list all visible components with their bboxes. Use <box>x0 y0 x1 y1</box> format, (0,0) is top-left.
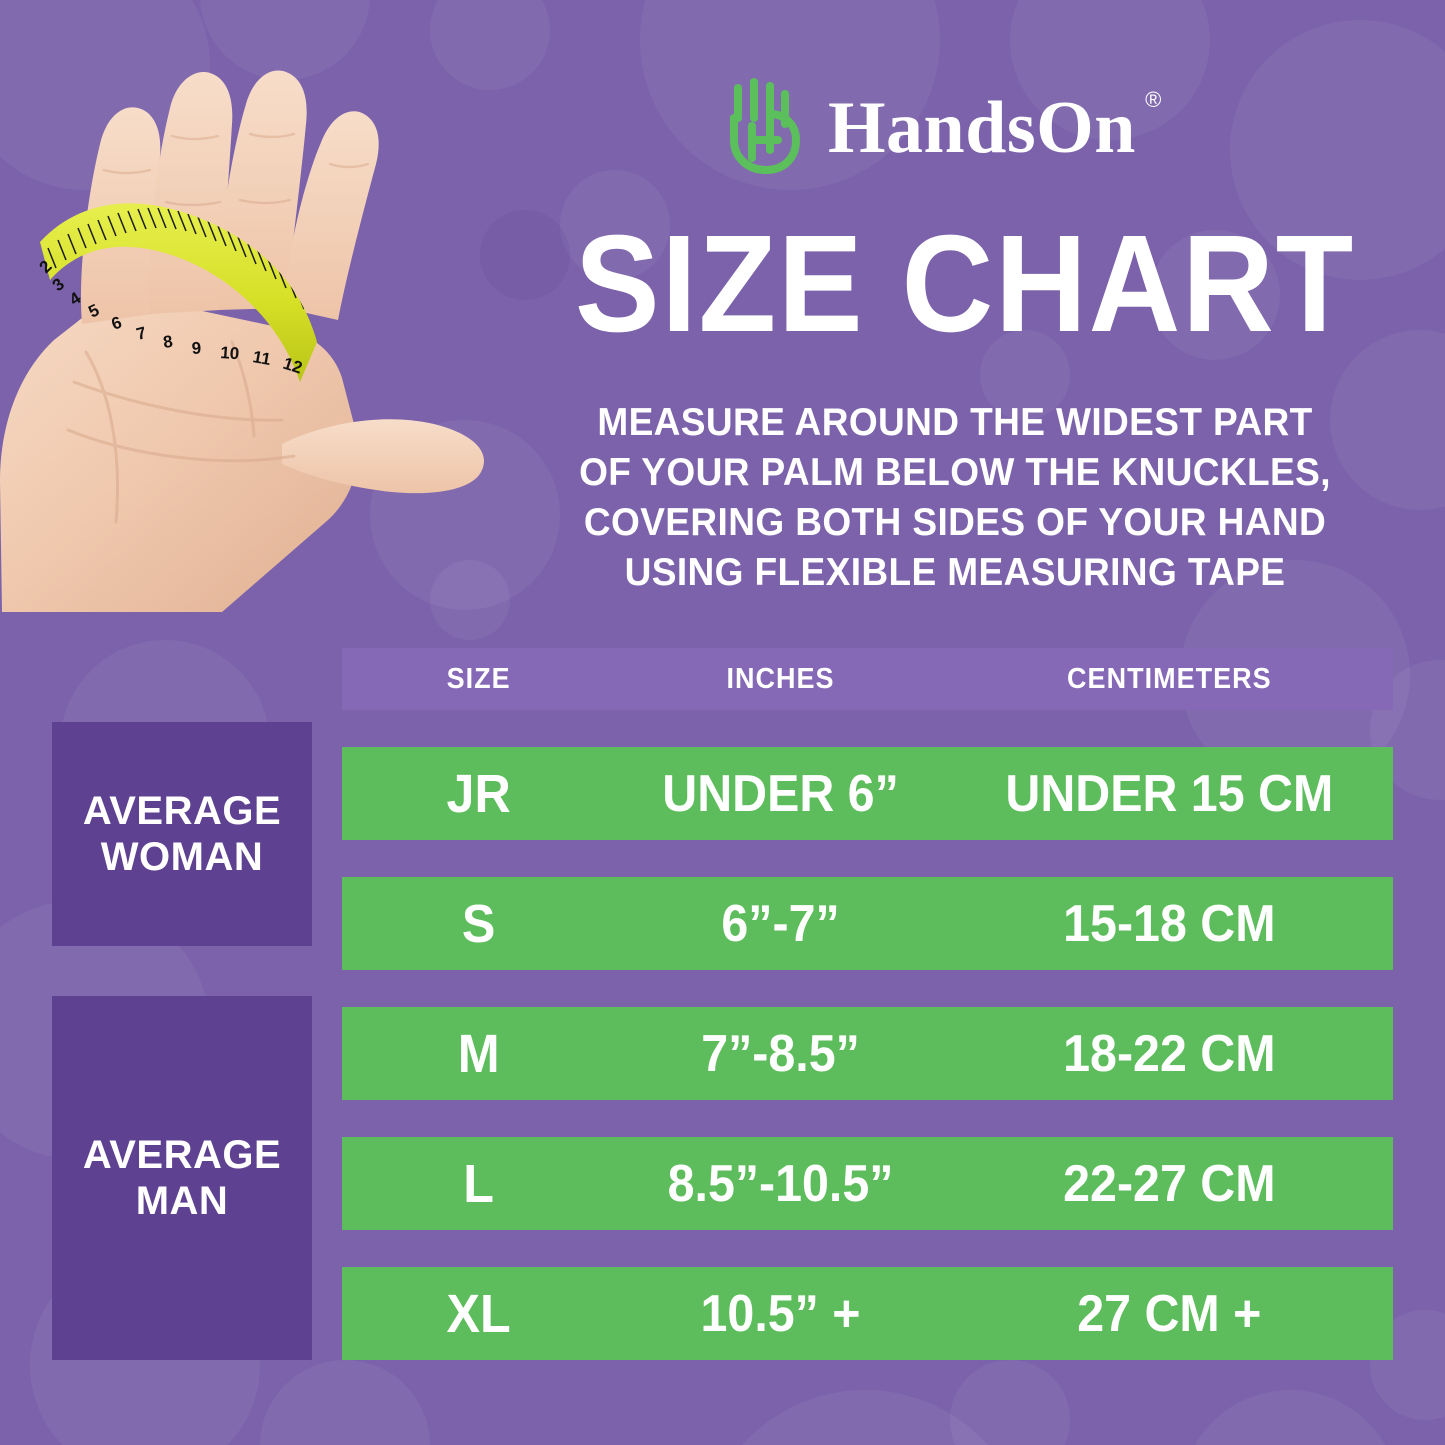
cell-centimeters: 22-27 CM <box>1063 1154 1276 1213</box>
brand-wordmark: HandsOn ® <box>828 89 1161 166</box>
category-block-average-woman: AVERAGE WOMAN <box>52 722 312 946</box>
table-row: XL 10.5” + 27 CM + <box>342 1267 1393 1360</box>
cell-centimeters: 18-22 CM <box>1063 1024 1276 1083</box>
cell-inches: 7”-8.5” <box>701 1024 861 1083</box>
page-title: SIZE CHART <box>574 207 1356 361</box>
cell-centimeters: 27 CM + <box>1077 1284 1262 1343</box>
cell-centimeters: 15-18 CM <box>1063 894 1276 953</box>
svg-text:8: 8 <box>162 332 174 352</box>
cell-inches: 6”-7” <box>721 894 840 953</box>
cell-size: L <box>463 1153 494 1214</box>
hand-logo-icon <box>730 78 800 174</box>
cell-size: JR <box>446 763 511 824</box>
category-label-line2: MAN <box>135 1179 229 1223</box>
table-row: M 7”-8.5” 18-22 CM <box>342 1007 1393 1100</box>
brand-logo: HandsOn ® <box>712 72 1161 184</box>
category-label-line2: WOMAN <box>100 835 264 879</box>
svg-text:10: 10 <box>220 343 240 363</box>
brand-name-text: HandsOn <box>828 87 1136 169</box>
svg-text:9: 9 <box>191 339 201 358</box>
size-chart-table: SIZE INCHES CENTIMETERS JR UNDER 6” UNDE… <box>342 648 1393 1360</box>
hand-with-measuring-tape: 2 3 4 5 6 7 8 9 10 11 12 <box>0 52 502 672</box>
instruction-line-3: COVERING BOTH SIDES OF YOUR HAND <box>583 500 1327 544</box>
category-block-average-man: AVERAGE MAN <box>52 996 312 1360</box>
cell-inches: 10.5” + <box>700 1284 861 1343</box>
registered-trademark-symbol: ® <box>1145 87 1162 112</box>
column-header-inches: INCHES <box>726 662 835 695</box>
instruction-line-4: USING FLEXIBLE MEASURING TAPE <box>624 550 1286 594</box>
svg-text:7: 7 <box>134 323 148 344</box>
cell-centimeters: UNDER 15 CM <box>1005 764 1334 823</box>
table-row: S 6”-7” 15-18 CM <box>342 877 1393 970</box>
column-header-centimeters: CENTIMETERS <box>1067 662 1272 695</box>
cell-size: S <box>461 893 496 954</box>
svg-text:12: 12 <box>281 354 305 378</box>
svg-text:11: 11 <box>251 347 272 369</box>
svg-text:3: 3 <box>49 274 68 295</box>
instruction-line-2: OF YOUR PALM BELOW THE KNUCKLES, <box>579 450 1331 494</box>
category-label-line1: AVERAGE <box>82 1132 282 1177</box>
category-label-line1: AVERAGE <box>82 788 282 833</box>
instruction-line-1: MEASURE AROUND THE WIDEST PART <box>597 401 1313 444</box>
cell-inches: UNDER 6” <box>662 764 900 823</box>
table-header-row: SIZE INCHES CENTIMETERS <box>342 648 1393 710</box>
table-row: L 8.5”-10.5” 22-27 CM <box>342 1137 1393 1230</box>
column-header-size: SIZE <box>446 662 511 695</box>
measurement-instructions: MEASURE AROUND THE WIDEST PART OF YOUR P… <box>528 398 1383 598</box>
cell-size: XL <box>446 1283 511 1344</box>
cell-inches: 8.5”-10.5” <box>667 1154 894 1213</box>
table-row: JR UNDER 6” UNDER 15 CM <box>342 747 1393 840</box>
cell-size: M <box>457 1023 500 1084</box>
